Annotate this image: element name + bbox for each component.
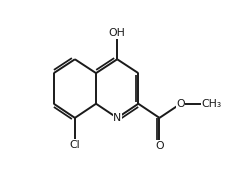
Text: O: O: [155, 141, 164, 151]
Text: N: N: [113, 113, 121, 123]
Text: O: O: [176, 99, 185, 109]
Text: CH₃: CH₃: [201, 99, 221, 109]
Text: OH: OH: [109, 28, 126, 38]
Text: Cl: Cl: [70, 140, 80, 150]
